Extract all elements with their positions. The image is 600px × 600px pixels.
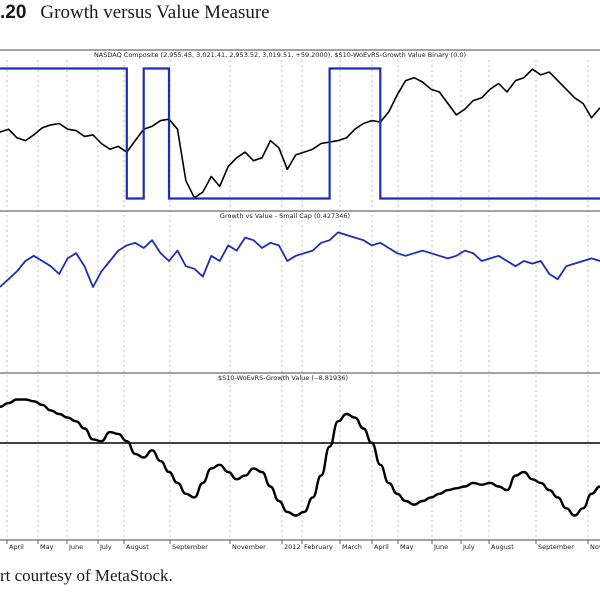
x-tick-label: April: [9, 543, 24, 551]
x-tick-label: July: [99, 543, 112, 551]
panel-3-title: $S10-WoEvRS-Growth Value (--8.81936): [218, 374, 348, 382]
small-cap-growth-value-line: [0, 231, 600, 288]
panel-borders: [0, 49, 600, 541]
x-tick-label: July: [462, 543, 475, 551]
growth-value-oscillator-line: [0, 398, 600, 517]
x-tick-label: September: [538, 543, 574, 551]
nasdaq-composite-line: [0, 68, 600, 199]
x-tick-label: August: [491, 543, 514, 551]
figure-caption: rt courtesy of MetaStock.: [0, 566, 173, 585]
figure-number: .20: [0, 2, 27, 23]
x-tick-label: November: [232, 543, 266, 551]
x-tick-label: November: [590, 543, 600, 551]
x-tick-label: May: [40, 543, 54, 551]
x-tick-label: September: [172, 543, 208, 551]
x-tick-label: June: [433, 543, 448, 551]
vertical-gridlines: [6, 60, 589, 540]
figure-title: .20 Growth versus Value Measure: [0, 2, 270, 30]
x-tick-label: 2012: [284, 543, 301, 551]
x-tick-label: March: [342, 543, 362, 551]
x-tick-label: February: [304, 543, 333, 551]
x-tick-label: June: [68, 543, 83, 551]
panel-1-title: NASDAQ Composite (2,955.45, 3,021.41, 2,…: [94, 51, 466, 59]
x-tick-label: April: [374, 543, 389, 551]
x-tick-label: August: [126, 543, 149, 551]
series-layer: [0, 67, 600, 517]
x-tick-label: May: [400, 543, 414, 551]
figure-title-text: Growth versus Value Measure: [40, 2, 270, 23]
growth-value-binary-line: [0, 67, 600, 200]
panel-2-title: Growth vs Value - Small Cap (0.427346): [220, 212, 350, 220]
x-axis: April May June July August September November 2…: [6, 540, 600, 551]
